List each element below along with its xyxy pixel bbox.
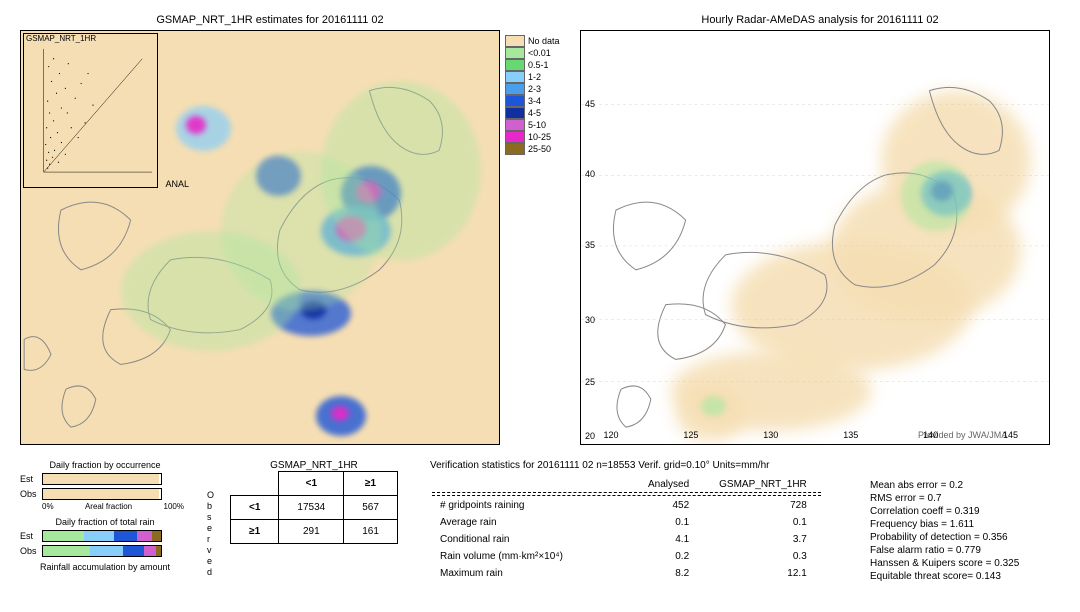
right-map-title: Hourly Radar-AMeDAS analysis for 2016111… xyxy=(640,14,1000,26)
stats-title: Verification statistics for 20161111 02 … xyxy=(430,460,850,471)
xtick: 135 xyxy=(843,430,858,440)
left-map-panel: GSMAP_NRT_1HR xyxy=(20,30,500,445)
inset-xlabel: ANAL xyxy=(165,179,189,189)
legend-row: <0.01 xyxy=(505,47,560,59)
legend-row: 0.5-1 xyxy=(505,59,560,71)
stat-line: False alarm ratio = 0.779 xyxy=(870,545,1019,556)
observed-label: Observed xyxy=(207,490,214,578)
bar-row: Est xyxy=(20,472,190,486)
legend-row: No data xyxy=(505,35,560,47)
bar-row: Obs xyxy=(20,544,190,558)
tot-bar-title: Daily fraction of total rain xyxy=(20,517,190,527)
contingency: GSMAP_NRT_1HR <1≥1<117534567≥1291161 xyxy=(230,460,398,544)
ct-table: <1≥1<117534567≥1291161 xyxy=(230,471,398,544)
rain-blob xyxy=(186,116,206,134)
rain-blob xyxy=(331,406,349,421)
bars-section: Daily fraction by occurrence EstObs 0% A… xyxy=(20,460,190,574)
legend-row: 3-4 xyxy=(505,95,560,107)
stats-table: AnalysedGSMAP_NRT_1HR# gridpoints rainin… xyxy=(430,475,823,583)
stat-line: Correlation coeff = 0.319 xyxy=(870,506,1019,517)
bar-row: Est xyxy=(20,529,190,543)
ytick: 45 xyxy=(585,99,595,109)
ytick: 30 xyxy=(585,315,595,325)
ytick: 20 xyxy=(585,431,595,441)
xtick: 140 xyxy=(923,430,938,440)
legend-row: 10-25 xyxy=(505,131,560,143)
stat-line: Mean abs error = 0.2 xyxy=(870,480,1019,491)
stat-line: RMS error = 0.7 xyxy=(870,493,1019,504)
stat-line: Frequency bias = 1.611 xyxy=(870,519,1019,530)
legend-row: 5-10 xyxy=(505,119,560,131)
scatter-inset: GSMAP_NRT_1HR xyxy=(23,33,158,188)
stat-line: Equitable threat score= 0.143 xyxy=(870,571,1019,582)
left-legend: No data<0.010.5-11-22-33-44-55-1010-2525… xyxy=(505,35,560,155)
occ-bar-title: Daily fraction by occurrence xyxy=(20,460,190,470)
stats-right: Mean abs error = 0.2 RMS error = 0.7 Corre… xyxy=(870,478,1019,584)
ytick: 35 xyxy=(585,240,595,250)
legend-row: 4-5 xyxy=(505,107,560,119)
rain-blob xyxy=(901,161,971,231)
left-map-canvas: GSMAP_NRT_1HR xyxy=(21,31,499,444)
xl-right: 100% xyxy=(164,502,184,511)
ct-title: GSMAP_NRT_1HR xyxy=(230,460,398,471)
rain-blob xyxy=(701,396,726,416)
right-map-canvas xyxy=(581,31,1049,444)
rain-blob xyxy=(221,151,381,311)
xtick: 130 xyxy=(763,430,778,440)
stat-line: Probability of detection = 0.356 xyxy=(870,532,1019,543)
stats-section: Verification statistics for 20161111 02 … xyxy=(430,460,850,583)
bar-row: Obs xyxy=(20,487,190,501)
legend-row: 1-2 xyxy=(505,71,560,83)
xl-left: 0% xyxy=(42,502,54,511)
ytick: 40 xyxy=(585,169,595,179)
right-map-panel xyxy=(580,30,1050,445)
legend-row: 2-3 xyxy=(505,83,560,95)
xtick: 125 xyxy=(683,430,698,440)
scatter-plot xyxy=(24,34,157,187)
acc-bar-title: Rainfall accumulation by amount xyxy=(20,562,190,572)
xtick: 120 xyxy=(604,430,619,440)
ytick: 25 xyxy=(585,377,595,387)
stat-line: Hanssen & Kuipers score = 0.325 xyxy=(870,558,1019,569)
legend-row: 25-50 xyxy=(505,143,560,155)
left-map-title: GSMAP_NRT_1HR estimates for 20161111 02 xyxy=(100,14,440,26)
xl-mid: Areal fraction xyxy=(85,502,132,511)
xtick: 145 xyxy=(1003,430,1018,440)
inset-label: GSMAP_NRT_1HR xyxy=(26,34,96,43)
